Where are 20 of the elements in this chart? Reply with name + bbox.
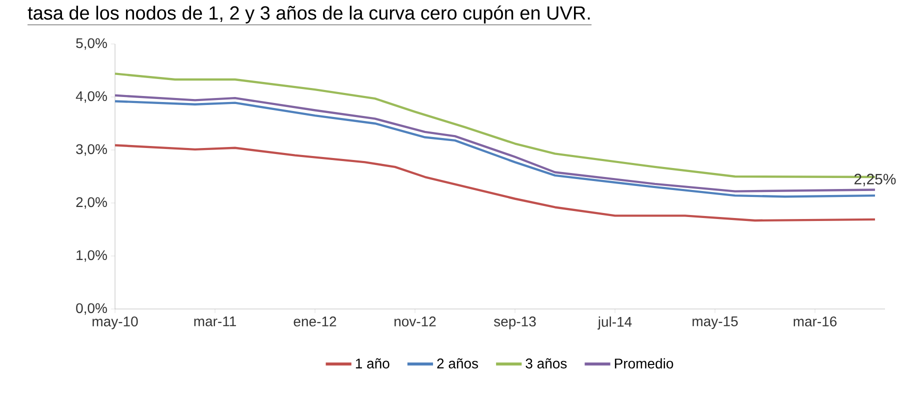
x-tick-label: may-10 [92, 316, 138, 330]
y-tick-label: 4,0% [76, 91, 107, 103]
x-tick-label: nov-12 [394, 316, 436, 326]
y-tick-label: 1,0% [76, 250, 107, 262]
x-tick-label: jul-14 [598, 316, 632, 330]
y-tick-label: 0,0% [76, 303, 107, 315]
y-tick-label: 3,0% [76, 144, 107, 156]
x-tick-label: may-15 [692, 316, 738, 330]
x-tick-label: ene-12 [294, 316, 336, 326]
y-tick-label: 5,0% [76, 38, 107, 50]
annotation: 2,25% [854, 174, 896, 186]
x-tick-label: sep-13 [494, 316, 536, 330]
legend-label: 2 años [437, 358, 478, 368]
legend-label: 3 años [526, 358, 567, 368]
x-tick-label: mar-16 [794, 316, 837, 326]
legend-label: 1 año [356, 358, 390, 368]
chart-title: tasa de los nodos de 1, 2 y 3 años de la curva cero cupón en UVR. [28, 6, 590, 24]
y-tick-label: 2,0% [76, 197, 107, 209]
legend-label: Promedio [614, 358, 674, 369]
x-tick-label: mar-11 [194, 316, 236, 326]
